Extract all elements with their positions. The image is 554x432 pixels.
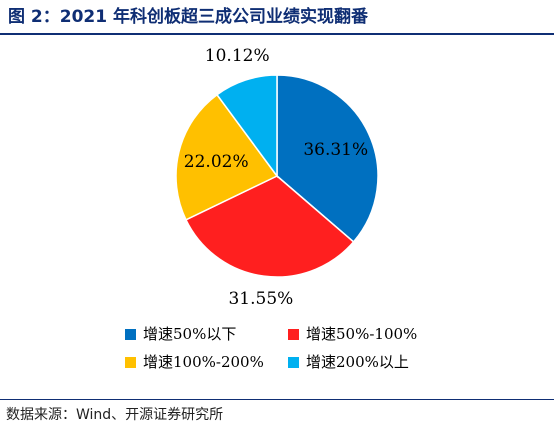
pie-slice-0 [276,74,379,243]
pie-value-label-0: 36.31% [303,140,368,160]
legend-item-2: 增速100%-200% [125,352,264,372]
legend-item-0: 增速50%以下 [125,324,236,344]
source-note: 数据来源：Wind、开源证券研究所 [6,407,224,423]
pie-slices [175,74,379,278]
pie-value-label-2: 22.02% [184,152,249,172]
legend-swatch-2 [125,357,136,368]
pie-chart: 36.31% 31.55% 22.02% 10.12% [175,46,379,309]
title-rule [0,33,554,35]
pie-slice-2 [175,93,279,221]
source-rule [0,399,554,400]
pie-value-label-3: 10.12% [205,46,270,66]
pie-slice-1 [184,175,355,278]
legend-label-0: 增速50%以下 [143,325,237,343]
legend-swatch-0 [125,329,136,340]
legend-swatch-3 [288,357,299,368]
legend-label-2: 增速100%-200% [143,353,264,371]
pie-slice-3 [215,74,278,179]
pie-value-labels: 36.31% 31.55% 22.02% 10.12% [184,46,368,309]
legend-swatch-1 [288,329,299,340]
legend-label-1: 增速50%-100% [306,325,418,343]
legend-item-1: 增速50%-100% [288,324,417,344]
legend-label-3: 增速200%以上 [306,353,409,371]
figure-title: 图 2：2021 年科创板超三成公司业绩实现翻番 [8,7,368,27]
pie-value-label-1: 31.55% [228,289,293,309]
legend-item-3: 增速200%以上 [288,352,409,372]
